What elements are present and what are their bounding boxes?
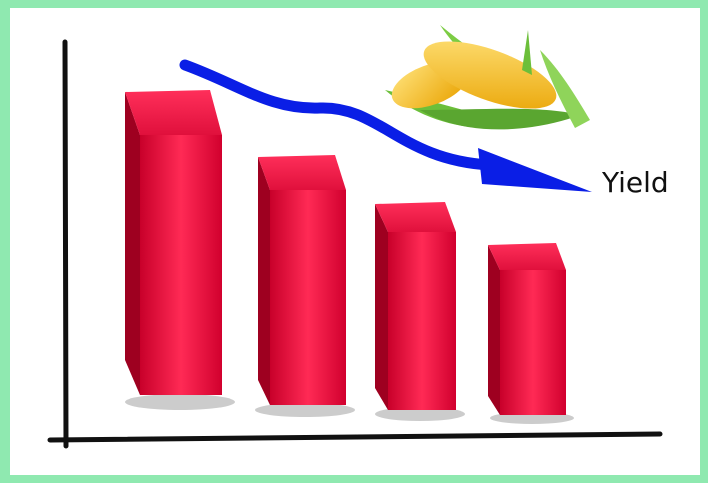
panel (10, 8, 700, 475)
x-axis (47, 431, 663, 443)
bars (125, 90, 574, 424)
bar (488, 243, 574, 424)
arrow-head (478, 148, 592, 192)
bar (375, 202, 465, 421)
trend-arrow (179, 59, 496, 171)
corn-icon (385, 25, 590, 130)
label: Yield (601, 166, 669, 199)
y-axis (62, 39, 69, 449)
bar (125, 90, 235, 410)
bar (255, 155, 355, 417)
